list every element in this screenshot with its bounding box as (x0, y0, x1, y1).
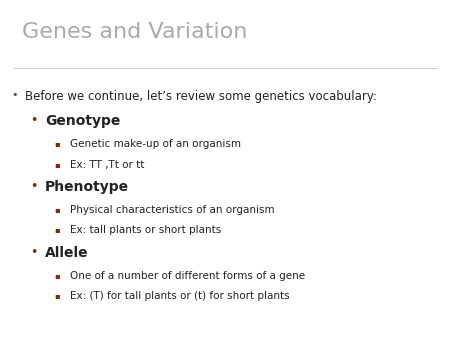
Text: Before we continue, let’s review some genetics vocabulary:: Before we continue, let’s review some ge… (25, 90, 377, 102)
Text: Ex: tall plants or short plants: Ex: tall plants or short plants (70, 225, 221, 236)
Text: Ex: TT ,Tt or tt: Ex: TT ,Tt or tt (70, 160, 144, 170)
Text: One of a number of different forms of a gene: One of a number of different forms of a … (70, 271, 305, 281)
Text: Genotype: Genotype (45, 114, 121, 128)
Text: ▪: ▪ (54, 205, 59, 214)
Text: ▪: ▪ (54, 225, 59, 235)
Text: •: • (11, 90, 18, 100)
Text: Allele: Allele (45, 246, 89, 260)
Text: Physical characteristics of an organism: Physical characteristics of an organism (70, 205, 274, 215)
Text: Genes and Variation: Genes and Variation (22, 22, 248, 42)
Text: •: • (31, 246, 38, 259)
Text: ▪: ▪ (54, 139, 59, 148)
Text: Ex: (T) for tall plants or (t) for short plants: Ex: (T) for tall plants or (t) for short… (70, 291, 289, 301)
Text: ▪: ▪ (54, 291, 59, 300)
Text: •: • (31, 114, 38, 127)
Text: •: • (31, 180, 38, 193)
Text: ▪: ▪ (54, 271, 59, 280)
Text: ▪: ▪ (54, 160, 59, 169)
Text: Phenotype: Phenotype (45, 180, 129, 194)
Text: Genetic make-up of an organism: Genetic make-up of an organism (70, 139, 241, 149)
